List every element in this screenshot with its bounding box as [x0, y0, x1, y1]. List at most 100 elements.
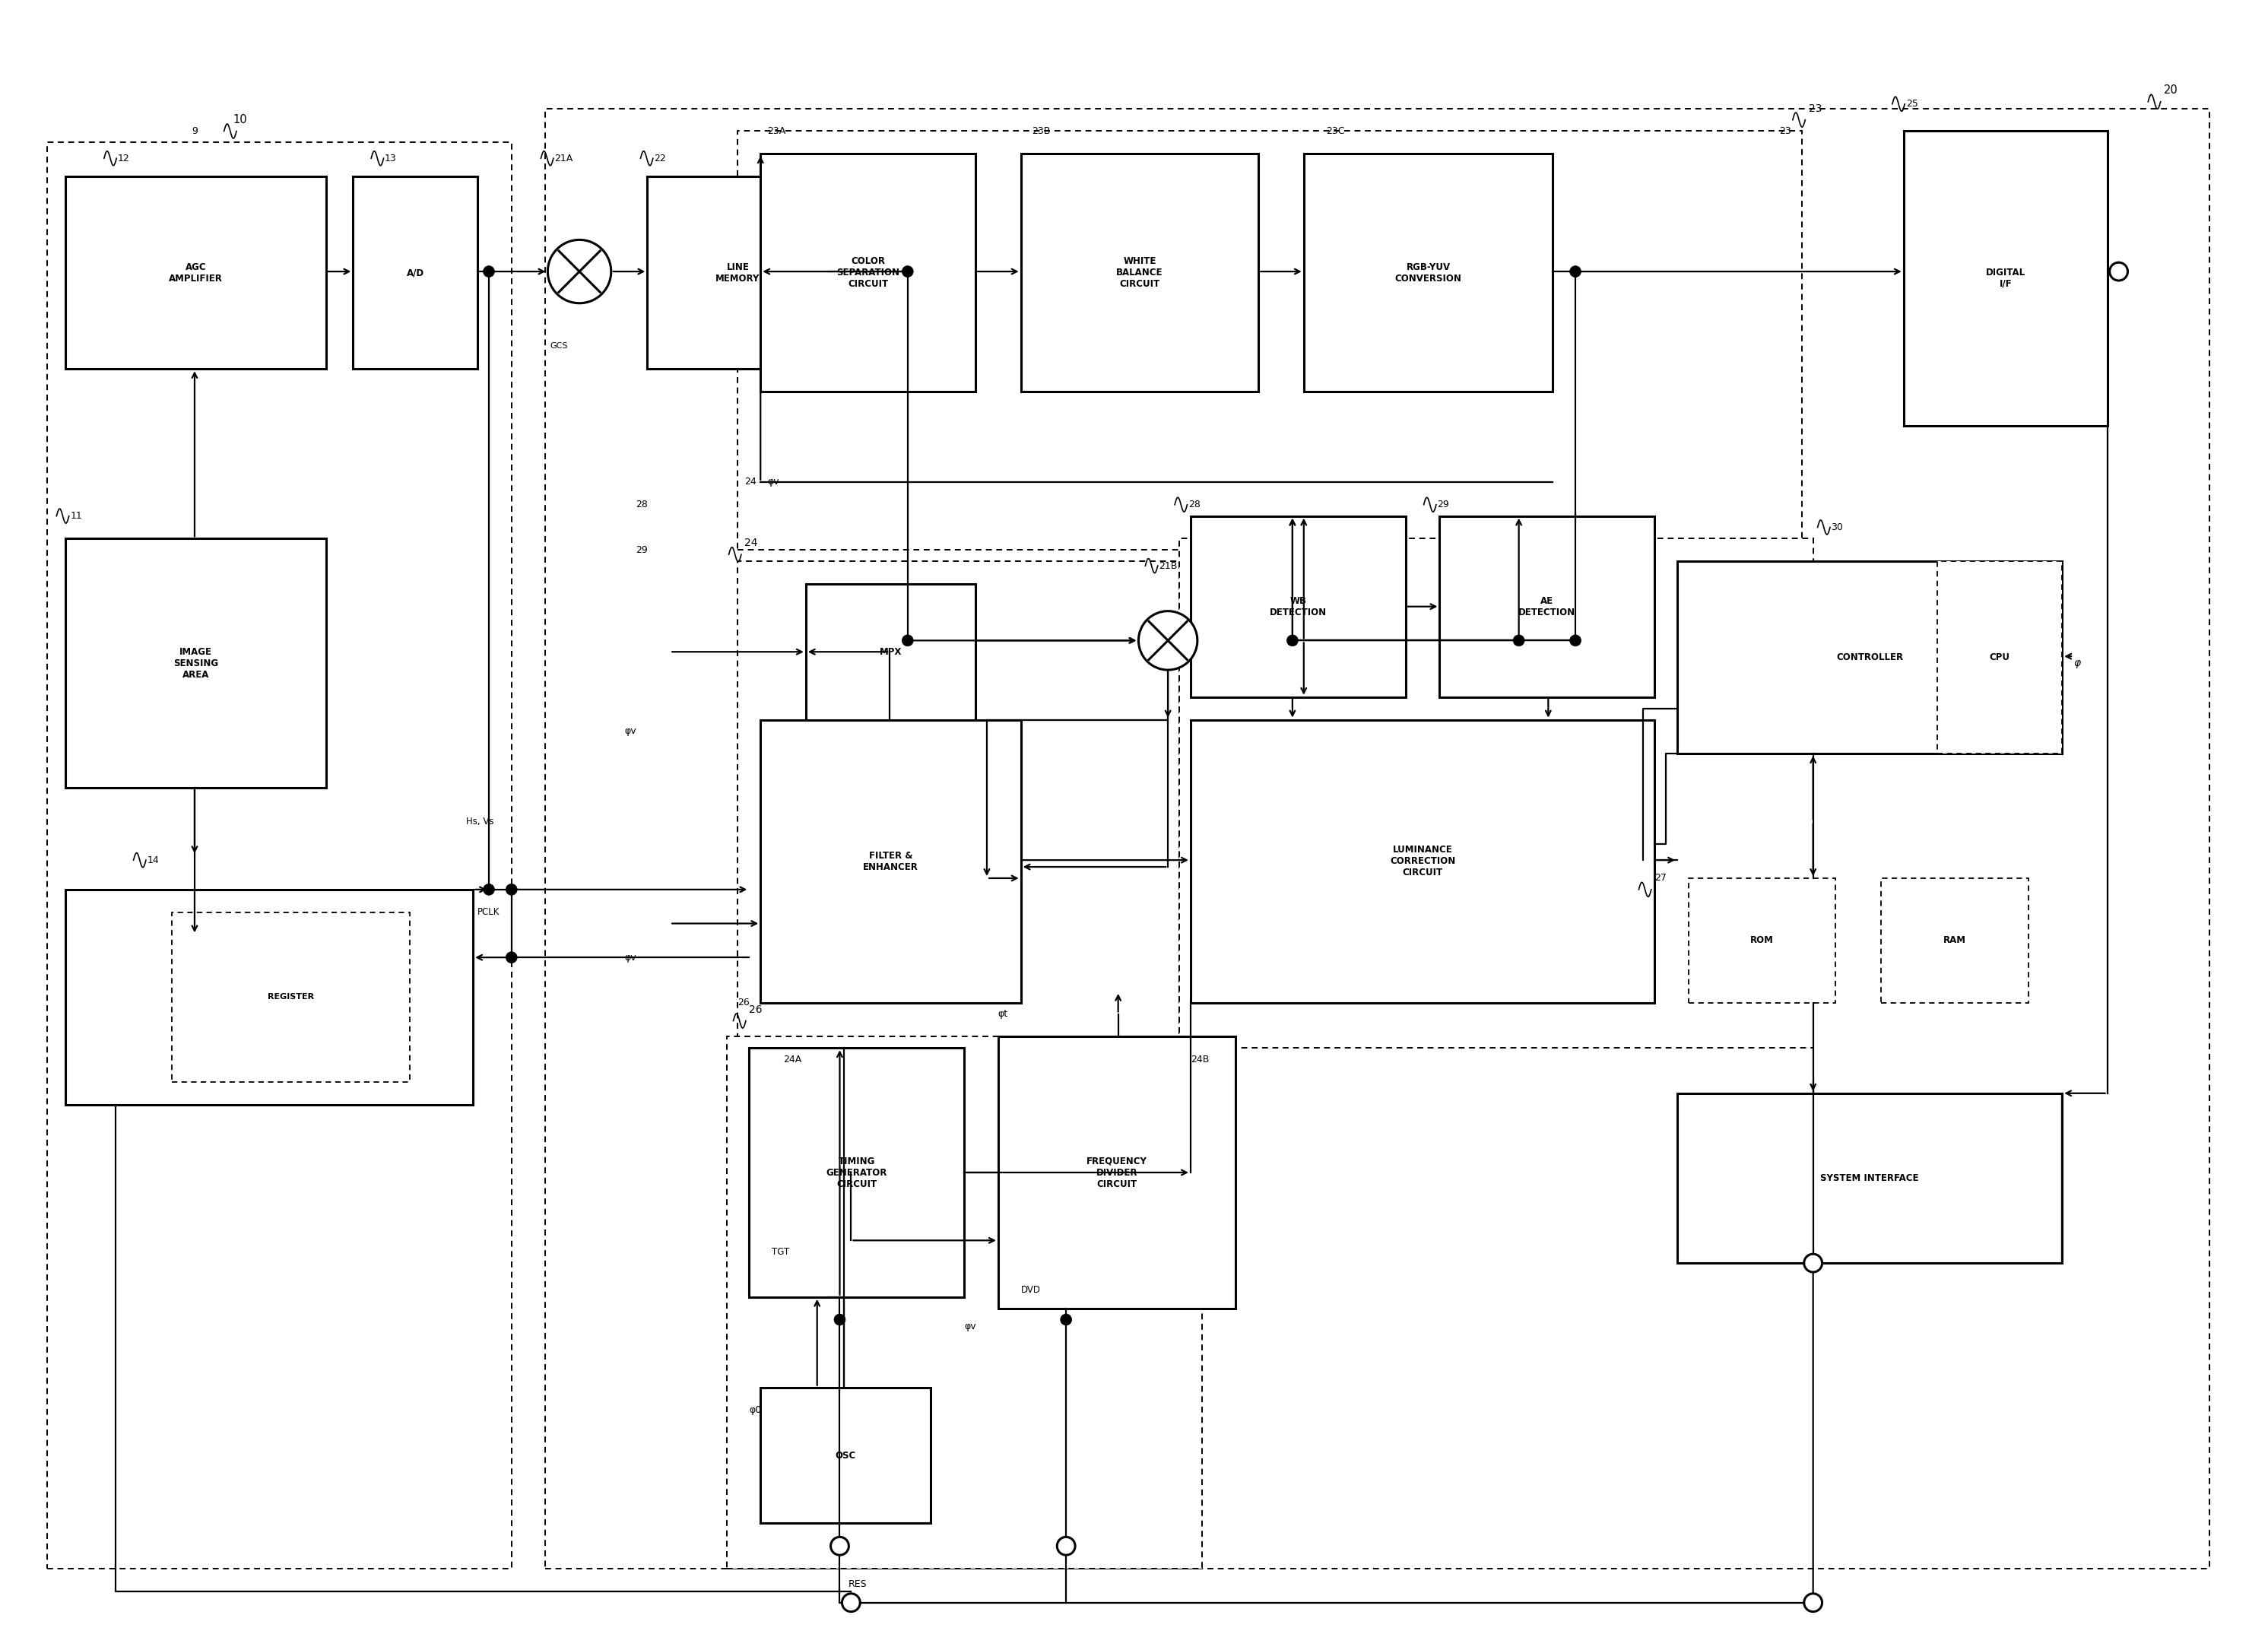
Text: 28: 28 — [635, 500, 649, 510]
Text: 10: 10 — [234, 114, 247, 125]
Text: 27: 27 — [1656, 873, 1667, 883]
Bar — [760, 153, 975, 391]
Circle shape — [2109, 262, 2127, 281]
Circle shape — [841, 1594, 860, 1612]
Bar — [66, 538, 327, 787]
Bar — [354, 177, 479, 370]
Bar — [1179, 538, 1812, 1048]
Text: RGB-YUV
CONVERSION: RGB-YUV CONVERSION — [1395, 262, 1461, 284]
Text: φ0: φ0 — [748, 1406, 762, 1416]
Text: PCLK: PCLK — [479, 908, 499, 917]
Text: 23A: 23A — [767, 125, 785, 135]
Bar — [1690, 878, 1835, 1003]
Bar — [1937, 561, 2062, 754]
Circle shape — [1569, 635, 1581, 647]
Circle shape — [903, 266, 914, 277]
Text: WHITE
BALANCE
CIRCUIT: WHITE BALANCE CIRCUIT — [1116, 256, 1163, 289]
Text: AGC
AMPLIFIER: AGC AMPLIFIER — [168, 262, 222, 284]
Text: Hs, Vs: Hs, Vs — [467, 817, 494, 827]
Text: 29: 29 — [1438, 500, 1449, 510]
Bar — [66, 889, 474, 1104]
Text: FREQUENCY
DIVIDER
CIRCUIT: FREQUENCY DIVIDER CIRCUIT — [1086, 1157, 1148, 1190]
Text: TGT: TGT — [771, 1247, 789, 1257]
Text: φ: φ — [2073, 658, 2080, 668]
Text: 9: 9 — [191, 125, 197, 135]
Bar — [1880, 878, 2028, 1003]
Circle shape — [830, 1536, 848, 1554]
Text: φv: φv — [964, 1322, 975, 1332]
Text: 29: 29 — [635, 544, 649, 554]
Circle shape — [483, 884, 494, 896]
Text: LINE
MEMORY: LINE MEMORY — [717, 262, 760, 284]
Text: TIMING
GENERATOR
CIRCUIT: TIMING GENERATOR CIRCUIT — [826, 1157, 887, 1190]
Circle shape — [549, 239, 610, 304]
Text: GCS: GCS — [549, 343, 567, 350]
Bar — [998, 1036, 1236, 1308]
Text: φv: φv — [767, 477, 780, 487]
Text: WB
DETECTION: WB DETECTION — [1270, 596, 1327, 617]
Text: 25: 25 — [1905, 99, 1919, 109]
Text: DVD: DVD — [1021, 1285, 1041, 1295]
Text: OSC: OSC — [835, 1450, 855, 1460]
Text: 24: 24 — [744, 477, 758, 487]
Circle shape — [1803, 1254, 1821, 1272]
Text: REGISTER: REGISTER — [268, 993, 313, 1002]
Text: FILTER &
ENHANCER: FILTER & ENHANCER — [862, 851, 919, 871]
Circle shape — [506, 884, 517, 896]
Text: 21A: 21A — [553, 153, 574, 163]
Circle shape — [903, 635, 914, 647]
Bar — [172, 912, 411, 1082]
Bar — [1678, 1094, 2062, 1262]
Text: 30: 30 — [1830, 523, 1844, 533]
Text: DIGITAL
I/F: DIGITAL I/F — [1987, 267, 2025, 289]
Circle shape — [1286, 635, 1297, 647]
Bar — [1191, 516, 1406, 696]
Bar — [760, 719, 1021, 1003]
Circle shape — [1057, 1536, 1075, 1554]
Bar — [66, 177, 327, 370]
Text: RES: RES — [848, 1579, 866, 1589]
Circle shape — [1139, 610, 1198, 670]
Circle shape — [835, 1313, 846, 1325]
Text: 23: 23 — [1808, 104, 1821, 114]
Text: IMAGE
SENSING
AREA: IMAGE SENSING AREA — [172, 647, 218, 680]
Bar — [1678, 561, 2062, 754]
Bar — [760, 1388, 930, 1523]
Text: 22: 22 — [653, 153, 667, 163]
Text: A/D: A/D — [406, 267, 424, 277]
Text: AE
DETECTION: AE DETECTION — [1520, 596, 1576, 617]
Text: COLOR
SEPARATION
CIRCUIT: COLOR SEPARATION CIRCUIT — [837, 256, 900, 289]
Text: RAM: RAM — [1944, 936, 1966, 945]
Bar — [646, 177, 828, 370]
Text: LUMINANCE
CORRECTION
CIRCUIT: LUMINANCE CORRECTION CIRCUIT — [1390, 845, 1456, 878]
Bar — [726, 1036, 1202, 1569]
Text: CONTROL CIRCUIT
CRG~: CONTROL CIRCUIT CRG~ — [222, 987, 315, 1008]
Text: 28: 28 — [1188, 500, 1200, 510]
Text: 21B: 21B — [1159, 561, 1177, 571]
Bar — [1304, 153, 1554, 391]
Text: 24A: 24A — [782, 1054, 801, 1064]
Circle shape — [1061, 1313, 1073, 1325]
Text: 14: 14 — [147, 855, 159, 865]
Text: 12: 12 — [118, 153, 129, 163]
Text: 11: 11 — [70, 512, 82, 521]
Circle shape — [506, 952, 517, 964]
Text: 24: 24 — [744, 538, 758, 548]
Bar — [1021, 153, 1259, 391]
Text: CONTROLLER: CONTROLLER — [1837, 652, 1903, 662]
Bar — [1440, 516, 1656, 696]
Bar — [48, 142, 513, 1569]
Text: φv: φv — [624, 952, 637, 962]
Bar — [737, 130, 1801, 549]
Text: φt: φt — [998, 1010, 1009, 1020]
Circle shape — [1569, 266, 1581, 277]
Text: 20: 20 — [2164, 84, 2177, 96]
Bar — [547, 109, 2209, 1569]
Text: MPX: MPX — [880, 647, 903, 657]
Circle shape — [1803, 1594, 1821, 1612]
Bar — [805, 584, 975, 719]
Text: φv: φv — [624, 726, 637, 736]
Text: 26: 26 — [748, 1005, 762, 1015]
Circle shape — [483, 266, 494, 277]
Text: 24B: 24B — [1191, 1054, 1209, 1064]
